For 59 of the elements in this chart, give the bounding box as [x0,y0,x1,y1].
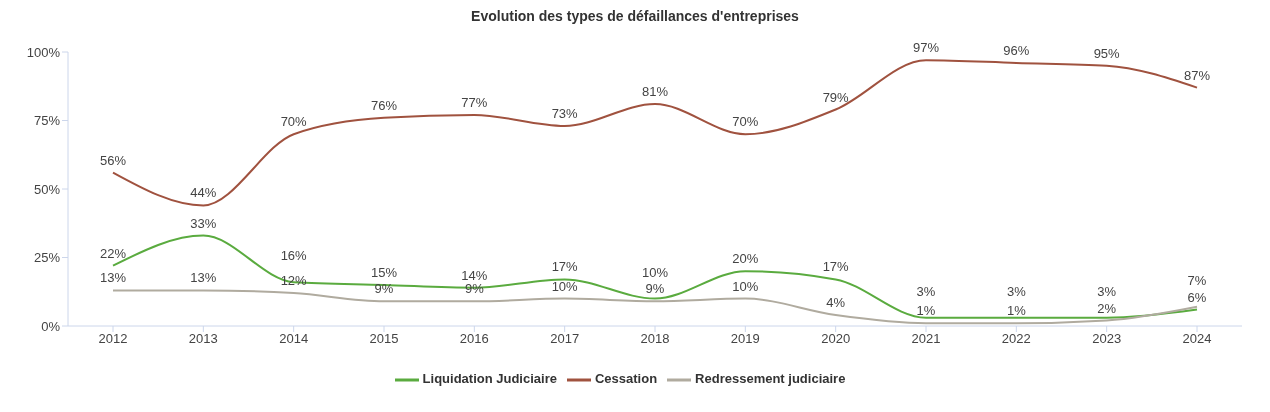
x-tick-label: 2012 [98,331,128,347]
x-tick-label: 2020 [821,331,851,347]
data-label: 70% [280,114,308,130]
data-label: 10% [641,264,669,280]
y-tick-label: 25% [33,250,61,266]
x-tick-label: 2017 [550,331,580,347]
legend-label: Liquidation Judiciaire [422,371,557,387]
data-label: 97% [912,40,940,56]
x-tick-label: 2023 [1092,331,1122,347]
data-label: 16% [280,248,308,264]
legend-label: Redressement judiciaire [695,371,846,387]
y-tick-label: 100% [26,44,61,60]
x-tick-label: 2019 [730,331,760,347]
data-label: 13% [99,270,127,286]
data-label: 14% [461,267,488,283]
data-label: 9% [645,281,665,297]
data-label: 95% [1093,45,1121,61]
x-tick-label: 2022 [1001,331,1031,347]
data-label: 81% [641,84,669,100]
x-tick-label: 2021 [911,331,941,347]
data-label: 33% [190,215,217,231]
data-label: 7% [1187,272,1207,288]
data-label: 6% [1187,289,1207,305]
data-label: 1% [1006,303,1027,319]
y-tick-label: 0% [41,318,61,334]
data-label: 56% [99,152,127,168]
y-tick-label: 75% [33,113,61,129]
data-label: 9% [374,281,394,297]
data-label: 73% [551,105,579,121]
data-label: 10% [732,278,759,294]
x-tick-label: 2016 [459,331,489,347]
legend-label: Cessation [594,371,658,387]
data-label: 22% [99,245,127,261]
data-label: 76% [370,97,398,113]
data-label: 79% [822,89,850,105]
data-label: 20% [732,251,759,267]
data-label: 4% [826,295,846,311]
data-label: 87% [1183,67,1211,83]
x-tick-label: 2018 [640,331,670,347]
data-label: 96% [1003,42,1030,58]
x-tick-label: 2014 [279,331,309,347]
x-tick-label: 2015 [369,331,399,347]
data-label: 17% [551,259,579,275]
data-label: 13% [190,270,217,286]
data-label: 44% [190,185,217,201]
data-label: 1% [916,303,936,319]
x-tick-label: 2024 [1182,331,1212,347]
chart-title: Evolution des types de défaillances d'entreprises [470,8,800,26]
data-label: 15% [370,264,398,280]
data-label: 70% [732,114,759,130]
data-label: 10% [551,278,579,294]
data-label: 77% [461,95,488,111]
data-label: 3% [1097,283,1117,299]
y-tick-label: 50% [33,181,61,197]
data-label: 3% [1006,283,1027,299]
x-tick-label: 2013 [188,331,218,347]
data-label: 2% [1097,300,1117,316]
data-label: 17% [822,259,850,275]
data-label: 3% [916,283,936,299]
